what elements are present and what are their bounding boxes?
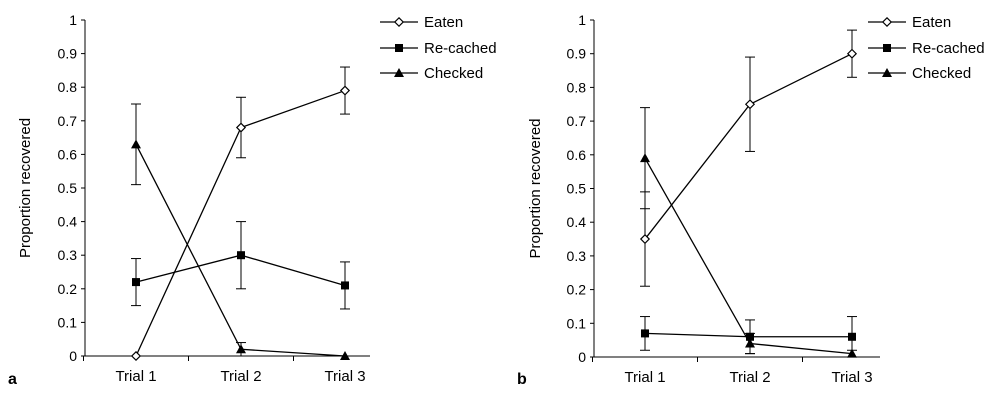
y-tick-label: 0.6 (58, 146, 78, 162)
y-tick-label: 0.8 (567, 79, 587, 95)
legend-marker (881, 16, 893, 28)
y-tick-label: 0.1 (567, 315, 587, 331)
data-point (237, 251, 245, 260)
y-tick-label: 0.1 (58, 314, 78, 330)
data-point (341, 281, 349, 290)
y-axis-title: Proportion recovered (17, 118, 34, 258)
y-tick-label: 0.2 (567, 282, 587, 298)
data-point (848, 332, 856, 341)
legend-marker (393, 16, 405, 28)
data-point (641, 329, 649, 338)
y-tick-label: 1 (578, 12, 586, 28)
legend-label: Re-cached (912, 40, 985, 57)
data-point (130, 350, 142, 362)
legend-label: Checked (424, 65, 483, 82)
y-tick-label: 0.7 (58, 113, 78, 129)
legend-marker (395, 44, 403, 52)
y-tick-label: 0.7 (567, 113, 587, 129)
data-point (132, 278, 140, 287)
legend-label: Re-cached (424, 40, 497, 57)
panel-b-chart: 0 0.1 0.2 0.3 0.4 0.5 0.6 0.7 0.8 0.9 1 Trial 1 Tria… (517, 12, 985, 388)
x-tick-label: Trial 1 (115, 368, 156, 385)
data-point (339, 85, 351, 96)
y-axis-title: Proportion recovered (527, 118, 544, 258)
y-tick-label: 0.4 (567, 214, 587, 230)
data-point (744, 99, 756, 110)
data-point (131, 139, 141, 149)
series-line (644, 53, 853, 240)
x-tick-label: Trial 2 (729, 369, 770, 386)
data-point (640, 153, 650, 163)
legend-label: Checked (912, 65, 971, 82)
y-tick-label: 0.9 (567, 46, 587, 62)
y-tick-label: 0.6 (567, 147, 587, 163)
panel-label: a (8, 371, 17, 388)
y-tick-label: 0.5 (567, 181, 587, 197)
data-point (235, 122, 247, 133)
data-point (639, 234, 651, 245)
series-line (644, 157, 853, 355)
y-tick-label: 0.9 (58, 46, 78, 62)
y-tick-label: 0.8 (58, 79, 78, 95)
x-tick-label: Trial 2 (220, 368, 261, 385)
x-tick-label: Trial 1 (624, 369, 665, 386)
data-point (847, 348, 857, 358)
panel-a-chart: 0 0.1 0.2 0.3 0.4 0.5 0.6 0.7 0.8 0.9 1 Trial 1 Tria… (8, 12, 497, 388)
legend-label: Eaten (424, 14, 463, 31)
legend-label: Eaten (912, 14, 951, 31)
x-tick-label: Trial 3 (831, 369, 872, 386)
y-tick-label: 0.3 (58, 247, 78, 263)
data-point (745, 338, 755, 348)
y-tick-label: 0 (578, 349, 586, 365)
y-tick-label: 0 (69, 348, 77, 364)
x-tick-label: Trial 3 (324, 368, 365, 385)
y-tick-label: 0.5 (58, 180, 78, 196)
legend-marker (883, 44, 891, 52)
y-tick-label: 0.4 (58, 214, 78, 230)
data-point (846, 48, 858, 59)
panel-label: b (517, 371, 527, 388)
data-point (340, 351, 350, 360)
legend-marker (394, 68, 404, 77)
legend-marker (882, 68, 892, 77)
y-tick-label: 1 (69, 12, 77, 28)
y-tick-label: 0.3 (567, 248, 587, 264)
y-tick-label: 0.2 (58, 281, 78, 297)
data-point (236, 344, 246, 354)
